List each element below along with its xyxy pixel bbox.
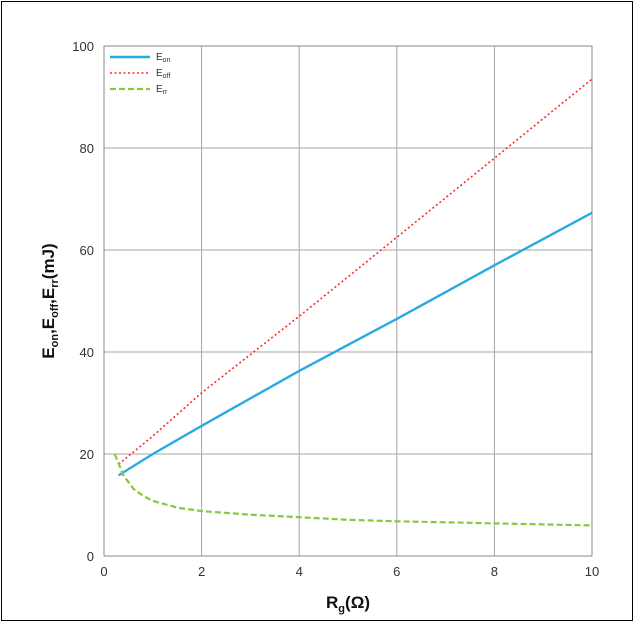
y-axis-title: Eon,Eoff,Err(mJ) [39,243,61,358]
x-tick-label-8: 8 [491,564,498,579]
x-tick-label-2: 2 [198,564,205,579]
y-tick-label-80: 80 [80,141,94,156]
series-layer [113,78,593,527]
legend-label-eon: Eon [156,52,171,64]
series-line-eon [117,211,593,477]
grid-lines [103,45,593,557]
legend-label-eoff: Eoff [156,68,170,80]
plot-area-border [103,45,593,557]
legend: Eon Eoff Err [110,52,171,96]
x-axis-title: Rg(Ω) [326,593,370,615]
x-tick-label-6: 6 [393,564,400,579]
y-tick-label-60: 60 [80,243,94,258]
x-tick-label-4: 4 [296,564,303,579]
x-tick-label-0: 0 [100,564,107,579]
series-line-err [113,453,593,527]
series-line-eoff [118,78,593,465]
legend-label-err: Err [156,84,168,96]
y-tick-label-20: 20 [80,447,94,462]
y-tick-label-100: 100 [72,39,94,54]
y-tick-label-40: 40 [80,345,94,360]
y-tick-label-0: 0 [87,549,94,564]
x-tick-label-10: 10 [585,564,599,579]
